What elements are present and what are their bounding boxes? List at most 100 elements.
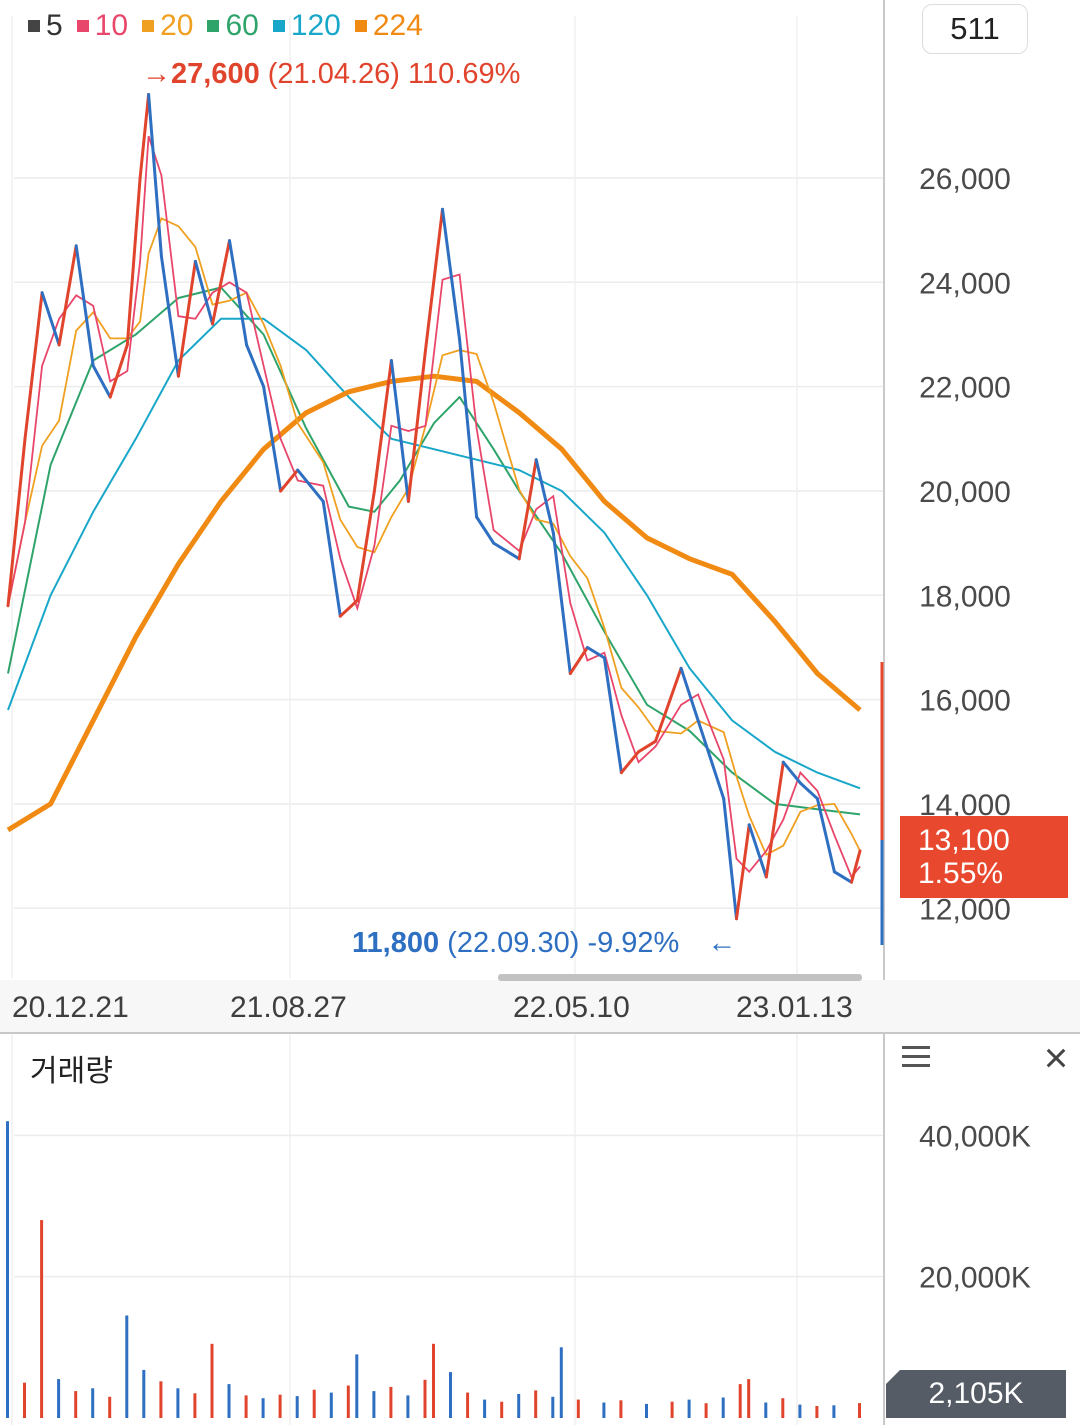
- price-segment: [679, 666, 700, 722]
- date-tick-label: 21.08.27: [230, 991, 347, 1024]
- volume-bar: [261, 1398, 265, 1418]
- volume-bar: [227, 1384, 231, 1418]
- current-price: 13,100: [918, 824, 1010, 857]
- price-segment: [602, 656, 623, 775]
- volume-bar: [355, 1354, 359, 1418]
- price-segment: [108, 343, 129, 399]
- price-segment: [23, 291, 44, 441]
- price-segment: [193, 259, 214, 326]
- volume-bar: [832, 1405, 836, 1418]
- volume-bar: [576, 1399, 580, 1418]
- price-segment: [279, 468, 300, 493]
- price-segment: [91, 364, 112, 399]
- volume-bar: [329, 1392, 333, 1418]
- price-segment: [722, 797, 738, 921]
- volume-bar: [125, 1315, 129, 1418]
- arrow-right-icon: →: [142, 58, 171, 90]
- volume-bar: [159, 1381, 163, 1418]
- volume-bar: [559, 1347, 563, 1418]
- current-pct: 1.55%: [918, 857, 1004, 890]
- price-segment: [458, 338, 479, 519]
- price-segment: [747, 823, 768, 879]
- price-segment: [441, 207, 462, 342]
- legend-swatch: [207, 20, 220, 32]
- candle-count-box[interactable]: 511: [922, 4, 1028, 54]
- price-segment: [424, 207, 444, 352]
- volume-bar: [670, 1401, 674, 1418]
- price-tick-label: 20,000: [919, 476, 1011, 509]
- current-price-tag: 13,100 1.55%: [900, 816, 1068, 898]
- close-icon[interactable]: ×: [1043, 1034, 1069, 1081]
- volume-bar: [798, 1404, 802, 1418]
- low-price: 11,800: [352, 927, 440, 959]
- high-price: 27,600: [171, 58, 260, 90]
- low-annotation: 11,800 (22.09.30) -9.92% ←: [352, 927, 736, 960]
- legend-item-120[interactable]: 120: [272, 9, 341, 43]
- volume-bar: [278, 1394, 282, 1418]
- price-segment: [492, 541, 521, 561]
- volume-bar: [193, 1393, 197, 1418]
- volume-bar: [372, 1391, 376, 1418]
- legend-swatch: [354, 20, 367, 32]
- high-date: (21.04.26): [267, 58, 400, 90]
- volume-bar: [23, 1382, 26, 1418]
- price-segment: [389, 359, 410, 503]
- high-pct: 110.69%: [408, 58, 521, 90]
- menu-icon[interactable]: [902, 1046, 930, 1070]
- price-segment: [338, 599, 359, 618]
- volume-bar: [687, 1399, 691, 1418]
- legend-item-60[interactable]: 60: [207, 9, 259, 43]
- volume-bar: [176, 1388, 180, 1418]
- price-segment: [764, 760, 785, 879]
- volume-bar: [312, 1389, 316, 1418]
- legend-item-10[interactable]: 10: [76, 9, 128, 43]
- legend-item-20[interactable]: 20: [142, 9, 193, 43]
- volume-bar: [619, 1400, 623, 1418]
- price-segment: [296, 468, 325, 503]
- legend-label: 5: [46, 9, 63, 42]
- volume-bar: [108, 1396, 112, 1418]
- date-tick-label: 22.05.10: [513, 991, 630, 1024]
- volume-bar: [432, 1343, 435, 1418]
- volume-tick-label: 20,000K: [919, 1262, 1031, 1295]
- current-volume-tag: 2,105K: [886, 1370, 1066, 1418]
- volume-bar: [406, 1395, 410, 1418]
- price-segment: [211, 239, 231, 326]
- price-segment: [815, 797, 836, 874]
- ma-line-10: [7, 135, 861, 879]
- volume-bar: [346, 1385, 350, 1418]
- volume-bar: [747, 1379, 751, 1418]
- price-tick-label: 22,000: [919, 372, 1011, 405]
- price-segment: [696, 719, 726, 801]
- volume-bar: [40, 1220, 44, 1418]
- price-segment: [475, 515, 496, 545]
- ma-line-60: [7, 286, 861, 816]
- high-annotation: →27,600 (21.04.26) 110.69%: [142, 58, 520, 91]
- legend-label: 60: [225, 9, 259, 42]
- price-tick-label: 26,000: [919, 163, 1011, 196]
- legend-label: 20: [160, 9, 194, 42]
- low-pct: -9.92%: [587, 927, 680, 959]
- horizontal-scrollbar[interactable]: [498, 974, 862, 981]
- volume-bar: [781, 1398, 785, 1418]
- volume-bar: [449, 1372, 452, 1418]
- volume-bar: [704, 1403, 708, 1418]
- price-segment: [568, 646, 589, 675]
- ma-line-224: [6, 373, 862, 833]
- volume-bar: [738, 1384, 742, 1418]
- price-segment: [832, 870, 853, 884]
- price-segment: [781, 760, 802, 785]
- volume-bar: [500, 1401, 504, 1418]
- candle-count: 511: [950, 11, 1000, 46]
- volume-bar: [551, 1396, 555, 1418]
- volume-bar: [858, 1403, 861, 1418]
- price-segment: [74, 244, 95, 368]
- volume-bar: [423, 1379, 427, 1418]
- legend-item-5[interactable]: 5: [28, 9, 63, 43]
- volume-bar: [466, 1392, 470, 1418]
- legend-item-224[interactable]: 224: [354, 9, 423, 43]
- volume-bar: [91, 1388, 95, 1418]
- volume-bar: [6, 1121, 9, 1418]
- price-segment: [125, 176, 142, 347]
- price-segment: [138, 93, 151, 180]
